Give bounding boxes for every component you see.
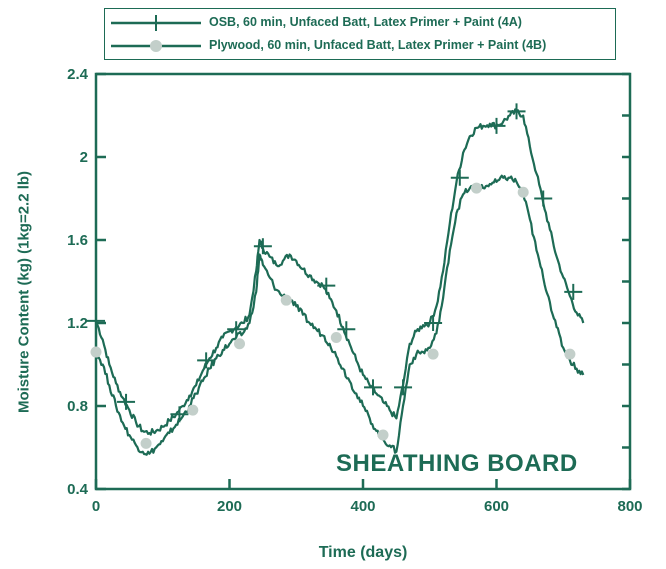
marker-plus	[170, 406, 189, 423]
marker-circle	[140, 437, 152, 449]
legend-swatch-plywood	[111, 40, 201, 52]
series-line-1	[94, 174, 585, 456]
marker-circle	[564, 348, 576, 360]
marker-plus	[564, 283, 583, 300]
marker-circle	[470, 182, 482, 194]
x-axis-label: Time (days)	[318, 544, 408, 561]
marker-plus	[197, 352, 216, 369]
marker-plus	[507, 103, 526, 120]
marker-plus	[394, 379, 413, 396]
x-tick-label: 400	[350, 498, 375, 515]
marker-plus	[227, 321, 246, 338]
x-tick-label: 0	[92, 498, 100, 515]
y-tick-label: 0.8	[67, 398, 88, 415]
x-tick-label: 800	[617, 498, 642, 515]
marker-circle	[427, 348, 439, 360]
x-tick-label: 200	[217, 498, 242, 515]
marker-circle	[280, 294, 292, 306]
y-tick-label: 1.6	[67, 232, 88, 249]
legend-entry-plywood: Plywood, 60 min, Unfaced Batt, Latex Pri…	[105, 35, 615, 57]
y-tick-label: 1.2	[67, 315, 88, 332]
legend: OSB, 60 min, Unfaced Batt, Latex Primer …	[104, 8, 616, 60]
axes: 0.4 0.8 1.2 1.6 2 2.4 0 200 400 600 800	[67, 66, 642, 515]
legend-label-osb: OSB, 60 min, Unfaced Batt, Latex Primer …	[209, 15, 522, 29]
marker-circle	[187, 404, 199, 416]
marker-circle	[330, 332, 342, 344]
marker-circle	[90, 346, 102, 358]
marker-plus	[424, 315, 443, 331]
marker-plus	[337, 321, 356, 338]
marker-plus	[317, 277, 336, 294]
marker-circle	[234, 338, 246, 350]
marker-plus	[364, 379, 383, 396]
x-tick-label: 600	[484, 498, 509, 515]
marker-plus	[534, 190, 553, 207]
chart-annotation: SHEATHING BOARD	[336, 450, 578, 477]
series-line-0	[94, 108, 585, 436]
marker-circle	[377, 429, 389, 441]
marker-plus	[253, 238, 272, 255]
legend-label-plywood: Plywood, 60 min, Unfaced Batt, Latex Pri…	[209, 38, 547, 52]
y-tick-label: 2.4	[67, 66, 89, 83]
y-axis-label: Moisture Content (kg) (1kg=2.2 lb)	[15, 170, 33, 414]
marker-plus	[487, 117, 506, 134]
legend-swatch-osb	[111, 15, 201, 31]
y-tick-label: 2	[80, 149, 88, 166]
marker-plus	[117, 393, 136, 410]
legend-entry-osb: OSB, 60 min, Unfaced Batt, Latex Primer …	[105, 12, 615, 34]
series-lines	[94, 108, 585, 456]
marker-circle	[517, 186, 529, 198]
marker-plus	[450, 169, 469, 186]
marker-plus	[87, 312, 105, 329]
series-markers	[87, 103, 583, 449]
y-tick-label: 0.4	[67, 481, 89, 498]
